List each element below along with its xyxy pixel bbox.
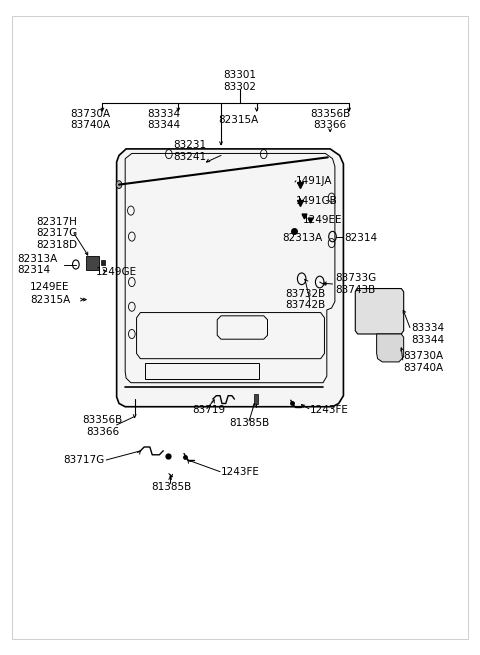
Text: 82313A
82314: 82313A 82314	[17, 253, 57, 275]
Text: 83730A
83740A: 83730A 83740A	[71, 109, 110, 130]
Text: 83334
83344: 83334 83344	[147, 109, 180, 130]
Text: 83301
83302: 83301 83302	[224, 70, 256, 92]
Text: 83719: 83719	[192, 405, 226, 415]
Text: 1249GE: 1249GE	[96, 267, 137, 277]
Text: 83231
83241: 83231 83241	[174, 140, 207, 162]
Text: 83732B
83742B: 83732B 83742B	[286, 289, 326, 310]
Bar	[254, 394, 258, 404]
Text: 82317H
82317G
82318D: 82317H 82317G 82318D	[36, 217, 77, 250]
Text: 82313A: 82313A	[283, 233, 323, 243]
Text: 83356B
83366: 83356B 83366	[82, 415, 122, 437]
Text: 83730A
83740A: 83730A 83740A	[404, 351, 444, 373]
Bar	[100, 260, 105, 265]
Text: 1243FE: 1243FE	[310, 405, 348, 415]
Circle shape	[116, 181, 122, 189]
Text: 83356B
83366: 83356B 83366	[310, 109, 350, 130]
Text: 81385B: 81385B	[229, 418, 270, 428]
Bar	[86, 256, 99, 271]
Text: 1249EE: 1249EE	[30, 282, 70, 291]
Text: 82315A: 82315A	[30, 295, 71, 305]
Text: 83334
83344: 83334 83344	[411, 323, 444, 345]
Polygon shape	[377, 334, 404, 362]
Text: 83733G
83743B: 83733G 83743B	[335, 273, 376, 295]
Polygon shape	[355, 289, 404, 334]
Polygon shape	[117, 149, 343, 407]
Text: 1243FE: 1243FE	[221, 466, 260, 477]
Text: 82314: 82314	[344, 233, 377, 243]
Text: 83717G: 83717G	[63, 455, 104, 465]
Text: 1491JA: 1491JA	[296, 176, 333, 186]
Text: 1249EE: 1249EE	[302, 215, 342, 225]
Text: 1491GB: 1491GB	[296, 196, 338, 206]
Text: 82315A: 82315A	[218, 115, 259, 124]
Text: 81385B: 81385B	[151, 481, 192, 492]
